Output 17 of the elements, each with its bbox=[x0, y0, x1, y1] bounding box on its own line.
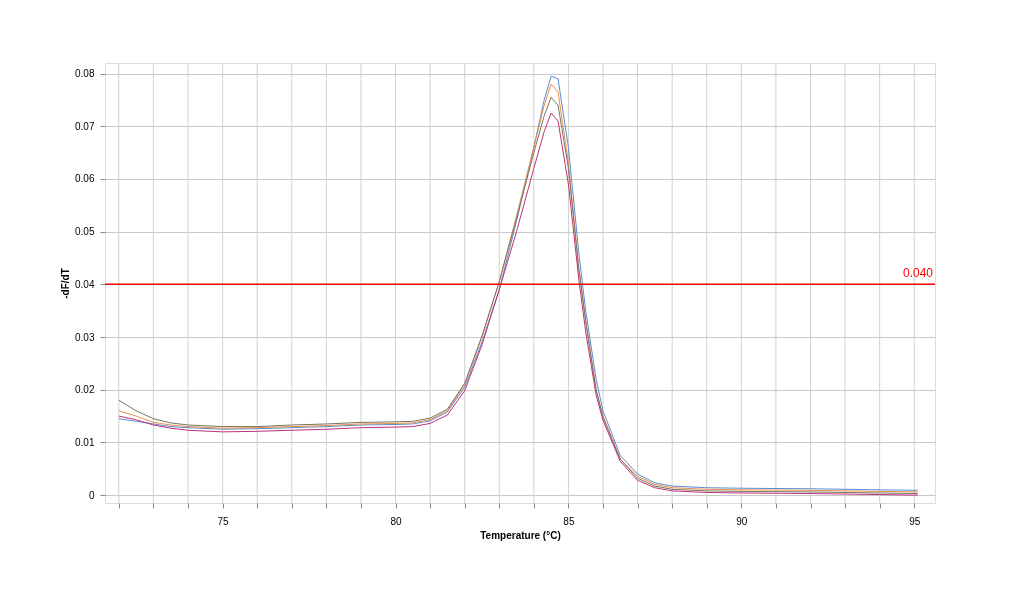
x-tick-label: 85 bbox=[563, 515, 575, 527]
x-tick-label: 80 bbox=[390, 515, 402, 527]
y-tick-label: 0.07 bbox=[75, 120, 95, 132]
y-tick-label: 0 bbox=[88, 489, 95, 501]
x-tick-label: 75 bbox=[217, 515, 230, 527]
ref-line-label: 0.040 bbox=[902, 266, 934, 281]
y-axis-title: -dF/dT bbox=[60, 268, 72, 299]
y-tick-label: 0.08 bbox=[75, 68, 95, 80]
y-tick-label: 0.02 bbox=[75, 384, 95, 396]
x-tick-label: 95 bbox=[909, 515, 921, 527]
y-tick-label: 0.03 bbox=[75, 331, 95, 343]
y-tick-label: 0.06 bbox=[75, 173, 95, 185]
y-tick-label: 0.01 bbox=[75, 436, 95, 448]
x-axis-title: Temperature (°C) bbox=[480, 529, 561, 541]
x-tick-label: 90 bbox=[736, 515, 748, 527]
y-tick-label: 0.05 bbox=[75, 226, 95, 238]
y-tick-label: 0.04 bbox=[75, 278, 95, 290]
